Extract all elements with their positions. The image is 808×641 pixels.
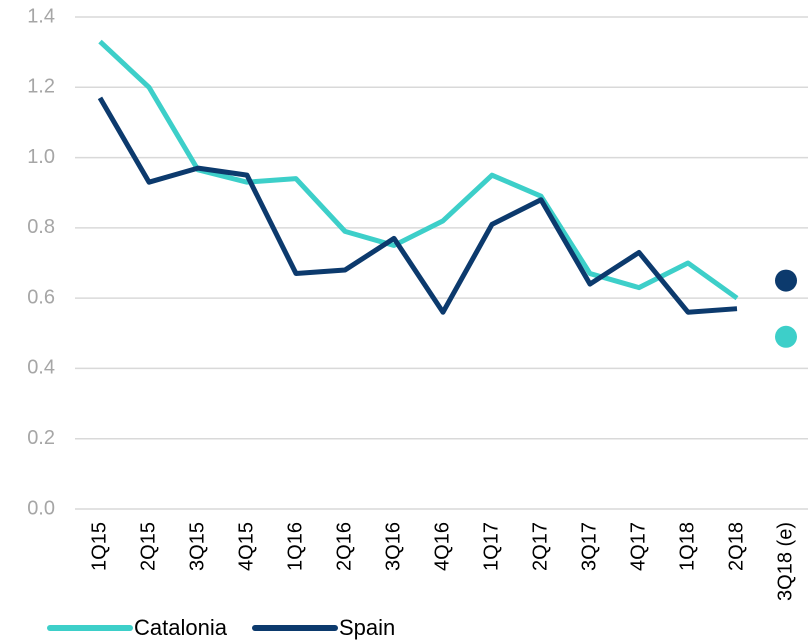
x-tick-label: 3Q17 — [578, 522, 600, 571]
x-tick-label: 1Q18 — [676, 522, 698, 571]
y-tick-label: 1.0 — [27, 146, 55, 168]
estimate-dot — [775, 325, 797, 348]
y-tick-label: 1.4 — [27, 5, 55, 27]
legend-label: Spain — [339, 615, 395, 640]
y-tick-label: 0.8 — [27, 216, 55, 238]
x-tick-label: 4Q16 — [431, 522, 453, 571]
y-tick-label: 0.0 — [27, 497, 55, 519]
x-tick-label: 4Q17 — [627, 522, 649, 571]
x-tick-label: 2Q17 — [529, 522, 551, 571]
y-tick-label: 0.6 — [27, 286, 55, 308]
x-tick-label: 1Q17 — [480, 522, 502, 571]
x-tick-label: 3Q18 (e) — [774, 522, 796, 601]
y-tick-label: 1.2 — [27, 76, 55, 98]
estimate-dot — [775, 269, 797, 292]
x-tick-label: 3Q15 — [186, 522, 208, 571]
x-tick-label: 2Q15 — [137, 522, 159, 571]
x-tick-label: 1Q16 — [284, 522, 306, 571]
x-tick-label: 3Q16 — [382, 522, 404, 571]
y-tick-label: 0.2 — [27, 427, 55, 449]
x-tick-label: 2Q16 — [333, 522, 355, 571]
series-line — [97, 96, 738, 315]
series-line — [98, 39, 739, 301]
x-tick-label: 1Q15 — [88, 522, 110, 571]
y-tick-label: 0.4 — [27, 357, 55, 379]
legend-label: Catalonia — [134, 615, 228, 640]
x-tick-label: 4Q15 — [235, 522, 257, 571]
x-tick-label: 2Q18 — [725, 522, 747, 571]
